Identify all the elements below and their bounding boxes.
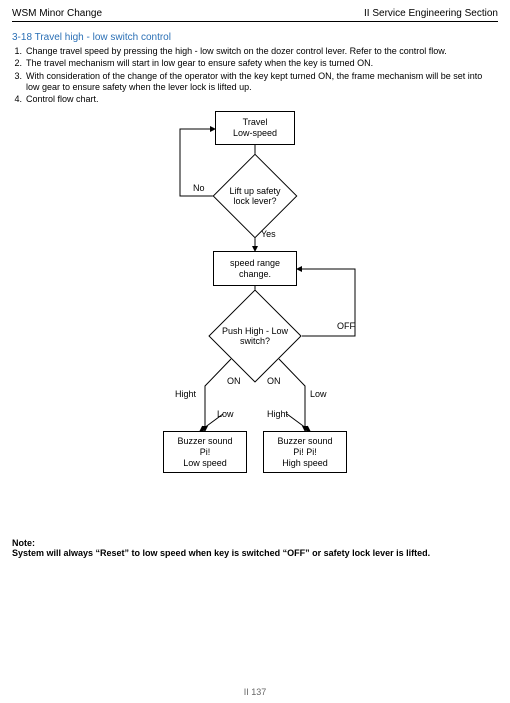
node-buzzer-high: Buzzer sound Pi! Pi! High speed — [263, 431, 347, 473]
header-left: WSM Minor Change — [12, 8, 102, 19]
node-buzzer-high-text: Buzzer sound Pi! Pi! High speed — [277, 436, 332, 468]
note-body: System will always “Reset” to low speed … — [12, 548, 498, 558]
list-item: 4.Control flow chart. — [12, 94, 498, 105]
edge-label-on-right: ON — [267, 376, 281, 386]
edge-label-on-left: ON — [227, 376, 241, 386]
edge-label-no: No — [193, 183, 205, 193]
numbered-list: 1.Change travel speed by pressing the hi… — [12, 46, 498, 105]
edge-label-low-right: Low — [310, 389, 327, 399]
edge-label-yes: Yes — [261, 229, 276, 239]
edge-label-off: OFF — [337, 321, 355, 331]
note-block: Note: System will always “Reset” to low … — [12, 538, 498, 558]
flowchart: Travel Low-speed Lift up safety lock lev… — [105, 111, 405, 516]
node-speed-change-text: speed range change. — [230, 258, 280, 280]
edge-label-low-arrow: Low — [217, 409, 234, 419]
list-num: 3. — [12, 71, 26, 82]
edge-label-hight-left: Hight — [175, 389, 196, 399]
list-text: Change travel speed by pressing the high… — [26, 46, 498, 57]
header-right: II Service Engineering Section — [364, 8, 498, 19]
note-heading: Note: — [12, 538, 498, 548]
node-buzzer-low: Buzzer sound Pi! Low speed — [163, 431, 247, 473]
list-item: 3.With consideration of the change of th… — [12, 71, 498, 94]
list-item: 1.Change travel speed by pressing the hi… — [12, 46, 498, 57]
node-start-text: Travel Low-speed — [233, 117, 277, 139]
list-text: The travel mechanism will start in low g… — [26, 58, 498, 69]
edge-label-hight-arrow: Hight — [267, 409, 288, 419]
list-item: 2.The travel mechanism will start in low… — [12, 58, 498, 69]
node-start: Travel Low-speed — [215, 111, 295, 145]
flowchart-container: Travel Low-speed Lift up safety lock lev… — [12, 111, 498, 516]
page-header: WSM Minor Change II Service Engineering … — [12, 8, 498, 22]
list-num: 2. — [12, 58, 26, 69]
page-number: II 137 — [0, 687, 510, 697]
list-num: 4. — [12, 94, 26, 105]
list-text: With consideration of the change of the … — [26, 71, 498, 94]
section-title: 3-18 Travel high - low switch control — [12, 32, 498, 43]
node-decision-switch-label: Push High - Low switch? — [209, 321, 301, 351]
list-text: Control flow chart. — [26, 94, 498, 105]
list-num: 1. — [12, 46, 26, 57]
node-speed-change: speed range change. — [213, 251, 297, 286]
page: WSM Minor Change II Service Engineering … — [0, 0, 510, 558]
node-buzzer-low-text: Buzzer sound Pi! Low speed — [177, 436, 232, 468]
node-decision-lock-label: Lift up safety lock lever? — [213, 179, 297, 213]
